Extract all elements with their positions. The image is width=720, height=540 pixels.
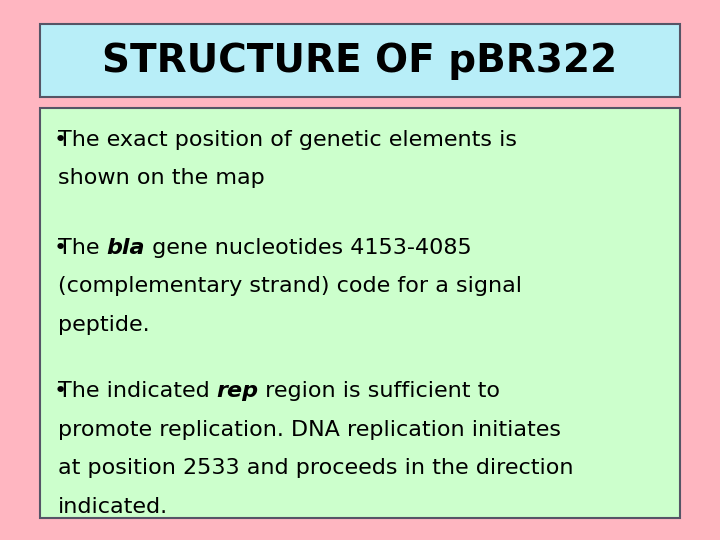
Text: bla: bla [107, 238, 145, 258]
Text: STRUCTURE OF pBR322: STRUCTURE OF pBR322 [102, 42, 618, 80]
Text: The exact position of genetic elements is: The exact position of genetic elements i… [58, 130, 517, 150]
Text: promote replication. DNA replication initiates: promote replication. DNA replication ini… [58, 420, 561, 440]
Text: (complementary strand) code for a signal: (complementary strand) code for a signal [58, 276, 521, 296]
Text: shown on the map: shown on the map [58, 168, 264, 188]
Text: •: • [54, 381, 67, 401]
Bar [40, 108, 680, 518]
Text: rep: rep [217, 381, 258, 401]
Text: indicated.: indicated. [58, 497, 168, 517]
Text: The: The [58, 238, 107, 258]
Text: peptide.: peptide. [58, 315, 149, 335]
Text: •: • [54, 130, 67, 150]
Text: •: • [54, 238, 67, 258]
Text: at position 2533 and proceeds in the direction: at position 2533 and proceeds in the dir… [58, 458, 573, 478]
Text: gene nucleotides 4153-4085: gene nucleotides 4153-4085 [145, 238, 472, 258]
Bar [40, 24, 680, 97]
Text: region is sufficient to: region is sufficient to [258, 381, 500, 401]
Text: The indicated: The indicated [58, 381, 217, 401]
